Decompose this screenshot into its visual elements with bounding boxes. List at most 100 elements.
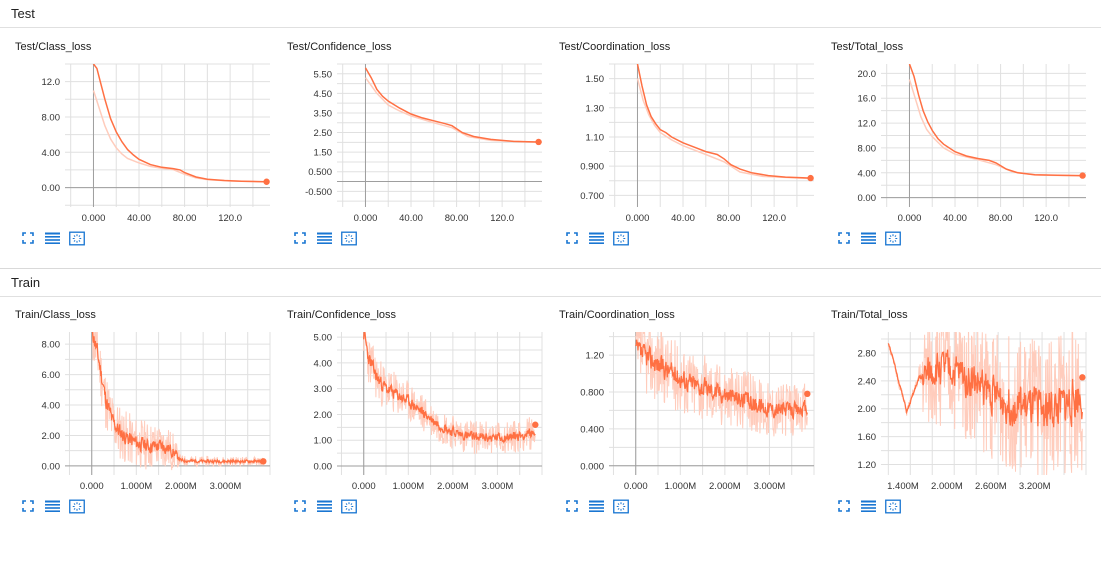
x-tick-label: 120.0 [490, 213, 514, 224]
y-tick-label: 0.00 [42, 183, 61, 194]
chart-plot[interactable]: 0.00 1.00 2.00 3.00 4.00 5.00 0.000 1.000M 2.000… [282, 306, 548, 501]
y-tick-label: 0.700 [580, 191, 604, 202]
fit-domain-icon[interactable] [885, 230, 901, 246]
chart-plot[interactable]: 0.00 2.00 4.00 6.00 8.00 0.000 1.000M 2.000M 3.0… [10, 306, 276, 501]
fullscreen-icon[interactable] [836, 498, 852, 514]
y-tick-label: 2.40 [858, 376, 877, 387]
y-tick-label: 0.00 [42, 461, 61, 472]
chart-title: Train/Class_loss [15, 309, 96, 321]
y-tick-label: 8.00 [42, 340, 61, 351]
chart-toolbar [836, 498, 916, 514]
chart-toolbar [564, 498, 644, 514]
x-tick-label: 3.000M [210, 481, 242, 492]
x-tick-label: 120.0 [1034, 213, 1058, 224]
y-tick-label: 0.900 [580, 162, 604, 173]
fit-domain-icon[interactable] [613, 230, 629, 246]
chart-title: Test/Class_loss [15, 41, 92, 53]
x-tick-label: 3.200M [1019, 481, 1051, 492]
series-end-point [1079, 374, 1086, 381]
x-tick-label: 40.00 [943, 213, 967, 224]
x-tick-label: 2.000M [931, 481, 963, 492]
fullscreen-icon[interactable] [292, 498, 308, 514]
y-tick-label: 0.400 [580, 424, 604, 435]
fullscreen-icon[interactable] [292, 230, 308, 246]
fullscreen-icon[interactable] [836, 230, 852, 246]
fit-domain-icon[interactable] [341, 498, 357, 514]
chart-card: Test/Class_loss 0.00 4.00 8.00 12.0 0.000 40.0… [10, 38, 276, 293]
chart-plot[interactable]: 1.20 1.60 2.00 2.40 2.80 1.400M 2.000M 2.600M 3.… [826, 306, 1092, 501]
y-tick-label: 4.00 [42, 401, 61, 412]
x-tick-label: 80.00 [717, 213, 741, 224]
fullscreen-icon[interactable] [564, 230, 580, 246]
y-tick-label: 3.00 [314, 384, 333, 395]
chart-plot[interactable]: 0.000 0.400 0.800 1.20 0.000 1.000M 2.000M 3.00… [554, 306, 820, 501]
series-smoothed-line [363, 332, 536, 445]
fullscreen-icon[interactable] [20, 230, 36, 246]
x-tick-label: 3.000M [482, 481, 514, 492]
data-table-icon[interactable] [588, 230, 604, 246]
data-table-icon[interactable] [44, 230, 60, 246]
series-end-point [532, 421, 539, 428]
chart-title: Test/Coordination_loss [559, 41, 671, 53]
y-tick-label: 5.00 [314, 333, 333, 344]
x-tick-label: 0.000 [626, 213, 650, 224]
data-table-icon[interactable] [588, 498, 604, 514]
y-tick-label: 0.00 [314, 461, 333, 472]
fit-domain-icon[interactable] [69, 498, 85, 514]
data-table-icon[interactable] [316, 498, 332, 514]
x-tick-label: 1.000M [664, 481, 696, 492]
y-tick-label: 4.00 [858, 168, 877, 179]
chart-plot[interactable]: 0.00 4.00 8.00 12.0 0.000 40.00 80.00 120.0 [10, 38, 276, 233]
chart-plot[interactable]: 0.00 4.00 8.00 12.0 16.0 20.0 0.000 40.00 80.00 1… [826, 38, 1092, 233]
chart-toolbar [20, 498, 100, 514]
series-smoothed-line [92, 64, 267, 183]
fullscreen-icon[interactable] [564, 498, 580, 514]
series-end-point [804, 390, 811, 398]
series-end-point [535, 138, 542, 146]
data-table-icon[interactable] [316, 230, 332, 246]
x-tick-label: 40.00 [127, 213, 151, 224]
y-tick-label: 8.00 [858, 143, 877, 154]
data-table-icon[interactable] [860, 230, 876, 246]
chart-title: Test/Total_loss [831, 41, 904, 53]
fit-domain-icon[interactable] [885, 498, 901, 514]
series-raw-line [635, 332, 808, 437]
chart-plot[interactable]: -0.500 0.500 1.50 2.50 3.50 4.50 5.50 0.000 40.0… [282, 38, 548, 233]
x-tick-label: 0.000 [354, 213, 378, 224]
chart-toolbar [836, 230, 916, 246]
data-table-icon[interactable] [860, 498, 876, 514]
x-tick-label: 3.000M [754, 481, 786, 492]
fit-domain-icon[interactable] [341, 230, 357, 246]
series-smoothed-line [91, 332, 264, 465]
y-tick-label: 4.00 [42, 148, 61, 159]
y-tick-label: 5.50 [314, 69, 333, 80]
x-tick-label: 1.400M [887, 481, 919, 492]
y-tick-label: 1.20 [586, 351, 605, 362]
y-tick-label: 0.00 [858, 193, 877, 204]
y-tick-label: 3.50 [314, 108, 333, 119]
section-header-test[interactable]: Test [0, 0, 1101, 28]
fit-domain-icon[interactable] [613, 498, 629, 514]
x-tick-label: 2.000M [165, 481, 197, 492]
y-tick-label: 2.00 [314, 410, 333, 421]
series-raw-line [887, 332, 1083, 475]
series-end-point [1079, 172, 1086, 179]
y-tick-label: 8.00 [42, 112, 61, 123]
series-end-point [260, 458, 267, 465]
fullscreen-icon[interactable] [20, 498, 36, 514]
section-header-train[interactable]: Train [0, 268, 1101, 297]
x-tick-label: 0.000 [898, 213, 922, 224]
fit-domain-icon[interactable] [69, 230, 85, 246]
x-tick-label: 0.000 [624, 481, 648, 492]
y-tick-label: 20.0 [858, 69, 877, 80]
chart-title: Train/Total_loss [831, 309, 908, 321]
data-table-icon[interactable] [44, 498, 60, 514]
chart-card: Test/Coordination_loss 0.700 0.900 1.10 1.30… [554, 38, 820, 293]
chart-title: Train/Confidence_loss [287, 309, 397, 321]
y-tick-label: 4.50 [314, 89, 333, 100]
y-tick-label: 1.30 [586, 103, 605, 114]
section-title: Test [11, 6, 35, 21]
chart-plot[interactable]: 0.700 0.900 1.10 1.30 1.50 0.000 40.00 80.00 120… [554, 38, 820, 233]
y-tick-label: 4.00 [314, 358, 333, 369]
series-end-point [807, 174, 814, 182]
